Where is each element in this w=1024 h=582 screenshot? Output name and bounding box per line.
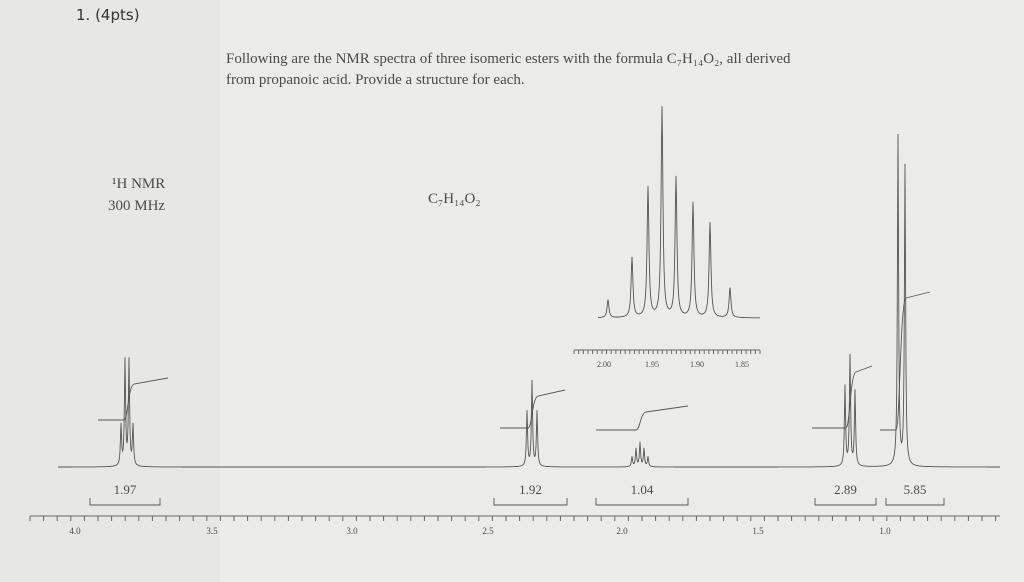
axis-label: 2.0 [616, 526, 628, 536]
integration-bracket [89, 498, 161, 506]
frequency-label: 300 MHz [108, 198, 165, 214]
integration-curve [812, 365, 873, 429]
integration-bracket [814, 498, 877, 506]
axis-label: 1.0 [879, 526, 891, 536]
integration-curve [880, 291, 931, 431]
inset-trace [598, 106, 760, 319]
spectrum: 1.97 1.92 1.04 2.89 5.85 4.0 3.5 3.0 2.5 2.0 1.5 1.… [29, 106, 1000, 536]
formula-label: C₇H₁₄O₂ [428, 191, 481, 207]
axis-label: 3.5 [206, 526, 218, 536]
shade [0, 0, 220, 582]
integration-label: 1.92 [519, 482, 542, 497]
integration-bracket [885, 498, 945, 506]
inset-axis-label: 2.00 [597, 360, 611, 369]
inset-axis-label: 1.85 [735, 360, 749, 369]
integration-label: 5.85 [904, 482, 927, 497]
nucleus-label: ¹H NMR [112, 176, 165, 192]
integration-curve [98, 377, 169, 421]
axis-label: 3.0 [346, 526, 358, 536]
integration-curve [500, 389, 566, 429]
integration-label: 1.97 [114, 482, 137, 497]
spectrum-trace [58, 133, 1000, 468]
integration-label: 1.04 [631, 482, 654, 497]
integration-bracket [493, 498, 568, 506]
integration-curve [596, 405, 689, 431]
prompt-line: from propanoic acid. Provide a structure… [226, 72, 525, 88]
axis-label: 1.5 [752, 526, 764, 536]
axis-label: 2.5 [482, 526, 494, 536]
integration-label: 2.89 [834, 482, 857, 497]
axis-label: 4.0 [69, 526, 81, 536]
inset-axis-label: 1.90 [690, 360, 704, 369]
prompt-line: Following are the NMR spectra of three i… [226, 51, 791, 67]
integration-bracket [595, 498, 689, 506]
question-number: 1. (4pts) [76, 6, 140, 24]
inset-axis-label: 1.95 [645, 360, 659, 369]
